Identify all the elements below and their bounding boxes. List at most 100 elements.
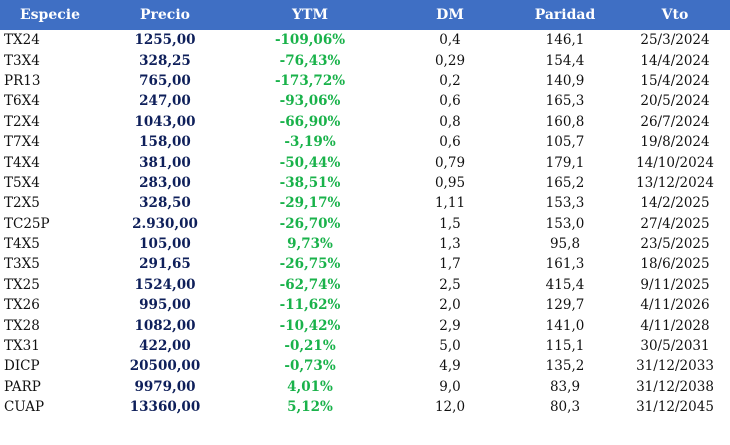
cell-vto: 20/5/2024 xyxy=(640,93,710,110)
cell-vto: 27/4/2025 xyxy=(640,215,710,232)
cell-especie: T2X5 xyxy=(4,195,40,212)
cell-ytm: -109,06% xyxy=(274,32,346,49)
cell-especie: T3X5 xyxy=(4,256,40,273)
cell-dm: 0,6 xyxy=(439,134,461,151)
table-row: PARP 9979,00 4,01% 9,0 83,9 31/12/2038 xyxy=(0,377,730,397)
cell-vto: 14/10/2024 xyxy=(636,154,714,171)
table-row: CUAP 13360,00 5,12% 12,0 80,3 31/12/2045 xyxy=(0,397,730,417)
cell-ytm: 5,12% xyxy=(287,399,333,416)
cell-paridad: 83,9 xyxy=(549,378,581,395)
table-row: T3X5 291,65 -26,75% 1,7 161,3 18/6/2025 xyxy=(0,254,730,274)
cell-ytm: -0,73% xyxy=(284,358,336,375)
cell-vto: 4/11/2026 xyxy=(640,297,710,314)
cell-vto: 31/12/2038 xyxy=(636,378,714,395)
cell-vto: 14/4/2024 xyxy=(640,52,710,69)
cell-ytm: -11,62% xyxy=(279,297,341,314)
cell-especie: TC25P xyxy=(4,215,50,232)
cell-precio: 1524,00 xyxy=(134,276,196,293)
cell-paridad: 165,2 xyxy=(545,174,585,191)
cell-vto: 18/6/2025 xyxy=(640,256,710,273)
cell-vto: 15/4/2024 xyxy=(640,72,710,89)
cell-ytm: -0,21% xyxy=(284,338,336,355)
cell-precio: 1043,00 xyxy=(134,113,196,130)
cell-especie: T4X4 xyxy=(4,154,40,171)
cell-precio: 422,00 xyxy=(139,338,191,355)
cell-vto: 31/12/2033 xyxy=(636,358,714,375)
table-body: TX24 1255,00 -109,06% 0,4 146,1 25/3/2024 T3X4… xyxy=(0,30,730,417)
cell-paridad: 153,3 xyxy=(545,195,585,212)
cell-especie: DICP xyxy=(4,358,40,375)
cell-vto: 13/12/2024 xyxy=(636,174,714,191)
cell-paridad: 129,7 xyxy=(545,297,585,314)
cell-vto: 23/5/2025 xyxy=(640,236,710,253)
cell-ytm: 4,01% xyxy=(287,378,333,395)
table-row: T5X4 283,00 -38,51% 0,95 165,2 13/12/2024 xyxy=(0,173,730,193)
cell-paridad: 140,9 xyxy=(545,72,585,89)
cell-paridad: 115,1 xyxy=(545,338,585,355)
cell-vto: 26/7/2024 xyxy=(640,113,710,130)
cell-dm: 0,8 xyxy=(439,113,461,130)
cell-ytm: -26,75% xyxy=(279,256,341,273)
cell-especie: T5X4 xyxy=(4,174,40,191)
cell-especie: T2X4 xyxy=(4,113,40,130)
table-row: TC25P 2.930,00 -26,70% 1,5 153,0 27/4/2025 xyxy=(0,214,730,234)
cell-paridad: 165,3 xyxy=(545,93,585,110)
cell-paridad: 146,1 xyxy=(545,32,585,49)
cell-precio: 105,00 xyxy=(139,236,191,253)
cell-dm: 1,5 xyxy=(439,215,461,232)
cell-ytm: -29,17% xyxy=(279,195,341,212)
table-row: TX31 422,00 -0,21% 5,0 115,1 30/5/2031 xyxy=(0,336,730,356)
cell-vto: 19/8/2024 xyxy=(640,134,710,151)
cell-dm: 0,29 xyxy=(434,52,466,69)
cell-precio: 765,00 xyxy=(139,72,191,89)
cell-dm: 0,4 xyxy=(439,32,461,49)
cell-ytm: -76,43% xyxy=(279,52,341,69)
cell-precio: 328,25 xyxy=(139,52,191,69)
cell-ytm: -50,44% xyxy=(279,154,341,171)
cell-paridad: 154,4 xyxy=(545,52,585,69)
cell-ytm: -3,19% xyxy=(284,134,336,151)
cell-ytm: -62,74% xyxy=(279,276,341,293)
cell-dm: 1,7 xyxy=(439,256,461,273)
table-row: T4X5 105,00 9,73% 1,3 95,8 23/5/2025 xyxy=(0,234,730,254)
cell-ytm: -66,90% xyxy=(279,113,341,130)
table-row: DICP 20500,00 -0,73% 4,9 135,2 31/12/2033 xyxy=(0,356,730,376)
table-row: PR13 765,00 -173,72% 0,2 140,9 15/4/2024 xyxy=(0,71,730,91)
cell-dm: 1,3 xyxy=(439,236,461,253)
cell-dm: 2,9 xyxy=(439,317,461,334)
cell-vto: 9/11/2025 xyxy=(640,276,710,293)
cell-dm: 0,6 xyxy=(439,93,461,110)
cell-ytm: -10,42% xyxy=(279,317,341,334)
cell-paridad: 161,3 xyxy=(545,256,585,273)
cell-dm: 9,0 xyxy=(439,378,461,395)
cell-especie: TX28 xyxy=(4,317,40,334)
cell-ytm: 9,73% xyxy=(287,236,333,253)
cell-especie: T3X4 xyxy=(4,52,40,69)
cell-especie: TX24 xyxy=(4,32,40,49)
table-row: T2X4 1043,00 -66,90% 0,8 160,8 26/7/2024 xyxy=(0,112,730,132)
cell-paridad: 135,2 xyxy=(545,358,585,375)
cell-especie: T7X4 xyxy=(4,134,40,151)
table-row: T4X4 381,00 -50,44% 0,79 179,1 14/10/2024 xyxy=(0,152,730,172)
cell-paridad: 80,3 xyxy=(549,399,581,416)
cell-precio: 247,00 xyxy=(139,93,191,110)
cell-precio: 995,00 xyxy=(139,297,191,314)
cell-precio: 2.930,00 xyxy=(132,215,198,232)
table-row: T7X4 158,00 -3,19% 0,6 105,7 19/8/2024 xyxy=(0,132,730,152)
cell-especie: T4X5 xyxy=(4,236,40,253)
cell-ytm: -26,70% xyxy=(279,215,341,232)
cell-ytm: -93,06% xyxy=(279,93,341,110)
cell-dm: 12,0 xyxy=(434,399,466,416)
cell-especie: TX25 xyxy=(4,276,40,293)
cell-ytm: -38,51% xyxy=(279,174,341,191)
cell-vto: 25/3/2024 xyxy=(640,32,710,49)
cell-precio: 381,00 xyxy=(139,154,191,171)
cell-paridad: 95,8 xyxy=(549,236,581,253)
cell-precio: 328,50 xyxy=(139,195,191,212)
cell-precio: 283,00 xyxy=(139,174,191,191)
cell-precio: 1082,00 xyxy=(134,317,196,334)
cell-vto: 30/5/2031 xyxy=(640,338,710,355)
cell-precio: 13360,00 xyxy=(129,399,201,416)
table-row: TX24 1255,00 -109,06% 0,4 146,1 25/3/2024 xyxy=(0,30,730,50)
cell-precio: 158,00 xyxy=(139,134,191,151)
